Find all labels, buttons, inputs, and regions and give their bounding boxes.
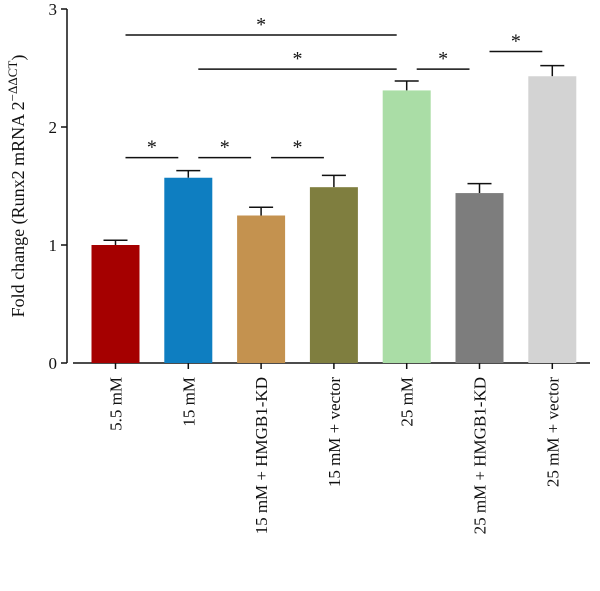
significance-markers: * * * * * * * bbox=[125, 14, 543, 159]
y-axis-label-close: ) bbox=[8, 55, 29, 61]
significance-star: * bbox=[438, 48, 448, 70]
significance-star: * bbox=[220, 137, 230, 159]
y-axis-label: Fold change (Runx2 mRNA 2−ΔΔCT) bbox=[5, 55, 29, 318]
significance-star: * bbox=[147, 137, 157, 159]
x-tick-label: 5.5 mM bbox=[107, 377, 126, 431]
significance-star: * bbox=[511, 30, 521, 52]
y-axis-label-superscript: −ΔΔCT bbox=[5, 61, 20, 102]
y-tick-label: 1 bbox=[49, 236, 58, 255]
axes: 0 1 2 3 5.5 mM 15 mM 15 mM + HMGB1-KD 15 mM + v… bbox=[49, 0, 590, 534]
x-tick-label: 15 mM + vector bbox=[325, 377, 344, 487]
y-tick-label: 3 bbox=[49, 0, 58, 19]
bar bbox=[237, 215, 286, 363]
significance-star: * bbox=[256, 14, 266, 36]
y-tick-label: 0 bbox=[49, 354, 58, 373]
x-tick-label: 15 mM bbox=[179, 377, 198, 427]
x-tick-label: 15 mM + HMGB1-KD bbox=[252, 377, 271, 534]
bar bbox=[91, 245, 140, 363]
x-tick-label: 25 mM + HMGB1-KD bbox=[471, 377, 490, 534]
significance-star: * bbox=[293, 48, 303, 70]
bar bbox=[164, 177, 213, 363]
bar bbox=[309, 187, 358, 363]
y-tick-label: 2 bbox=[49, 118, 58, 137]
significance-star: * bbox=[293, 137, 303, 159]
bars bbox=[91, 64, 577, 364]
bar bbox=[382, 90, 431, 364]
y-axis-label-main: Fold change (Runx2 mRNA 2 bbox=[8, 101, 29, 317]
bar bbox=[455, 193, 504, 363]
x-tick-label: 25 mM + vector bbox=[543, 377, 562, 487]
x-tick-label: 25 mM bbox=[398, 377, 417, 427]
bar bbox=[528, 76, 577, 363]
